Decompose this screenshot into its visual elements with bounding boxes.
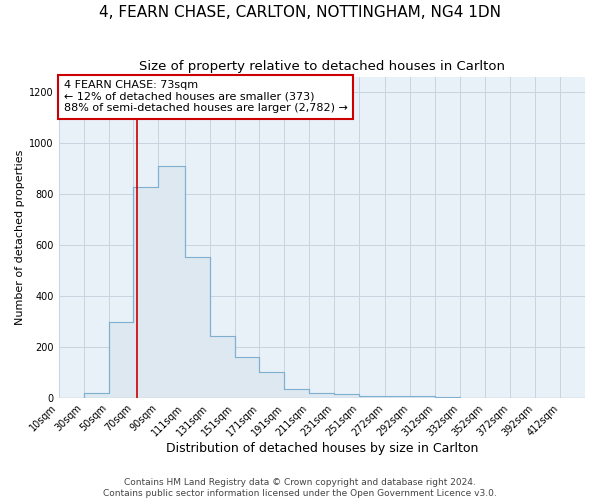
Y-axis label: Number of detached properties: Number of detached properties	[15, 150, 25, 325]
Title: Size of property relative to detached houses in Carlton: Size of property relative to detached ho…	[139, 60, 505, 73]
Text: 4 FEARN CHASE: 73sqm
← 12% of detached houses are smaller (373)
88% of semi-deta: 4 FEARN CHASE: 73sqm ← 12% of detached h…	[64, 80, 348, 114]
Text: 4, FEARN CHASE, CARLTON, NOTTINGHAM, NG4 1DN: 4, FEARN CHASE, CARLTON, NOTTINGHAM, NG4…	[99, 5, 501, 20]
Text: Contains HM Land Registry data © Crown copyright and database right 2024.
Contai: Contains HM Land Registry data © Crown c…	[103, 478, 497, 498]
X-axis label: Distribution of detached houses by size in Carlton: Distribution of detached houses by size …	[166, 442, 478, 455]
